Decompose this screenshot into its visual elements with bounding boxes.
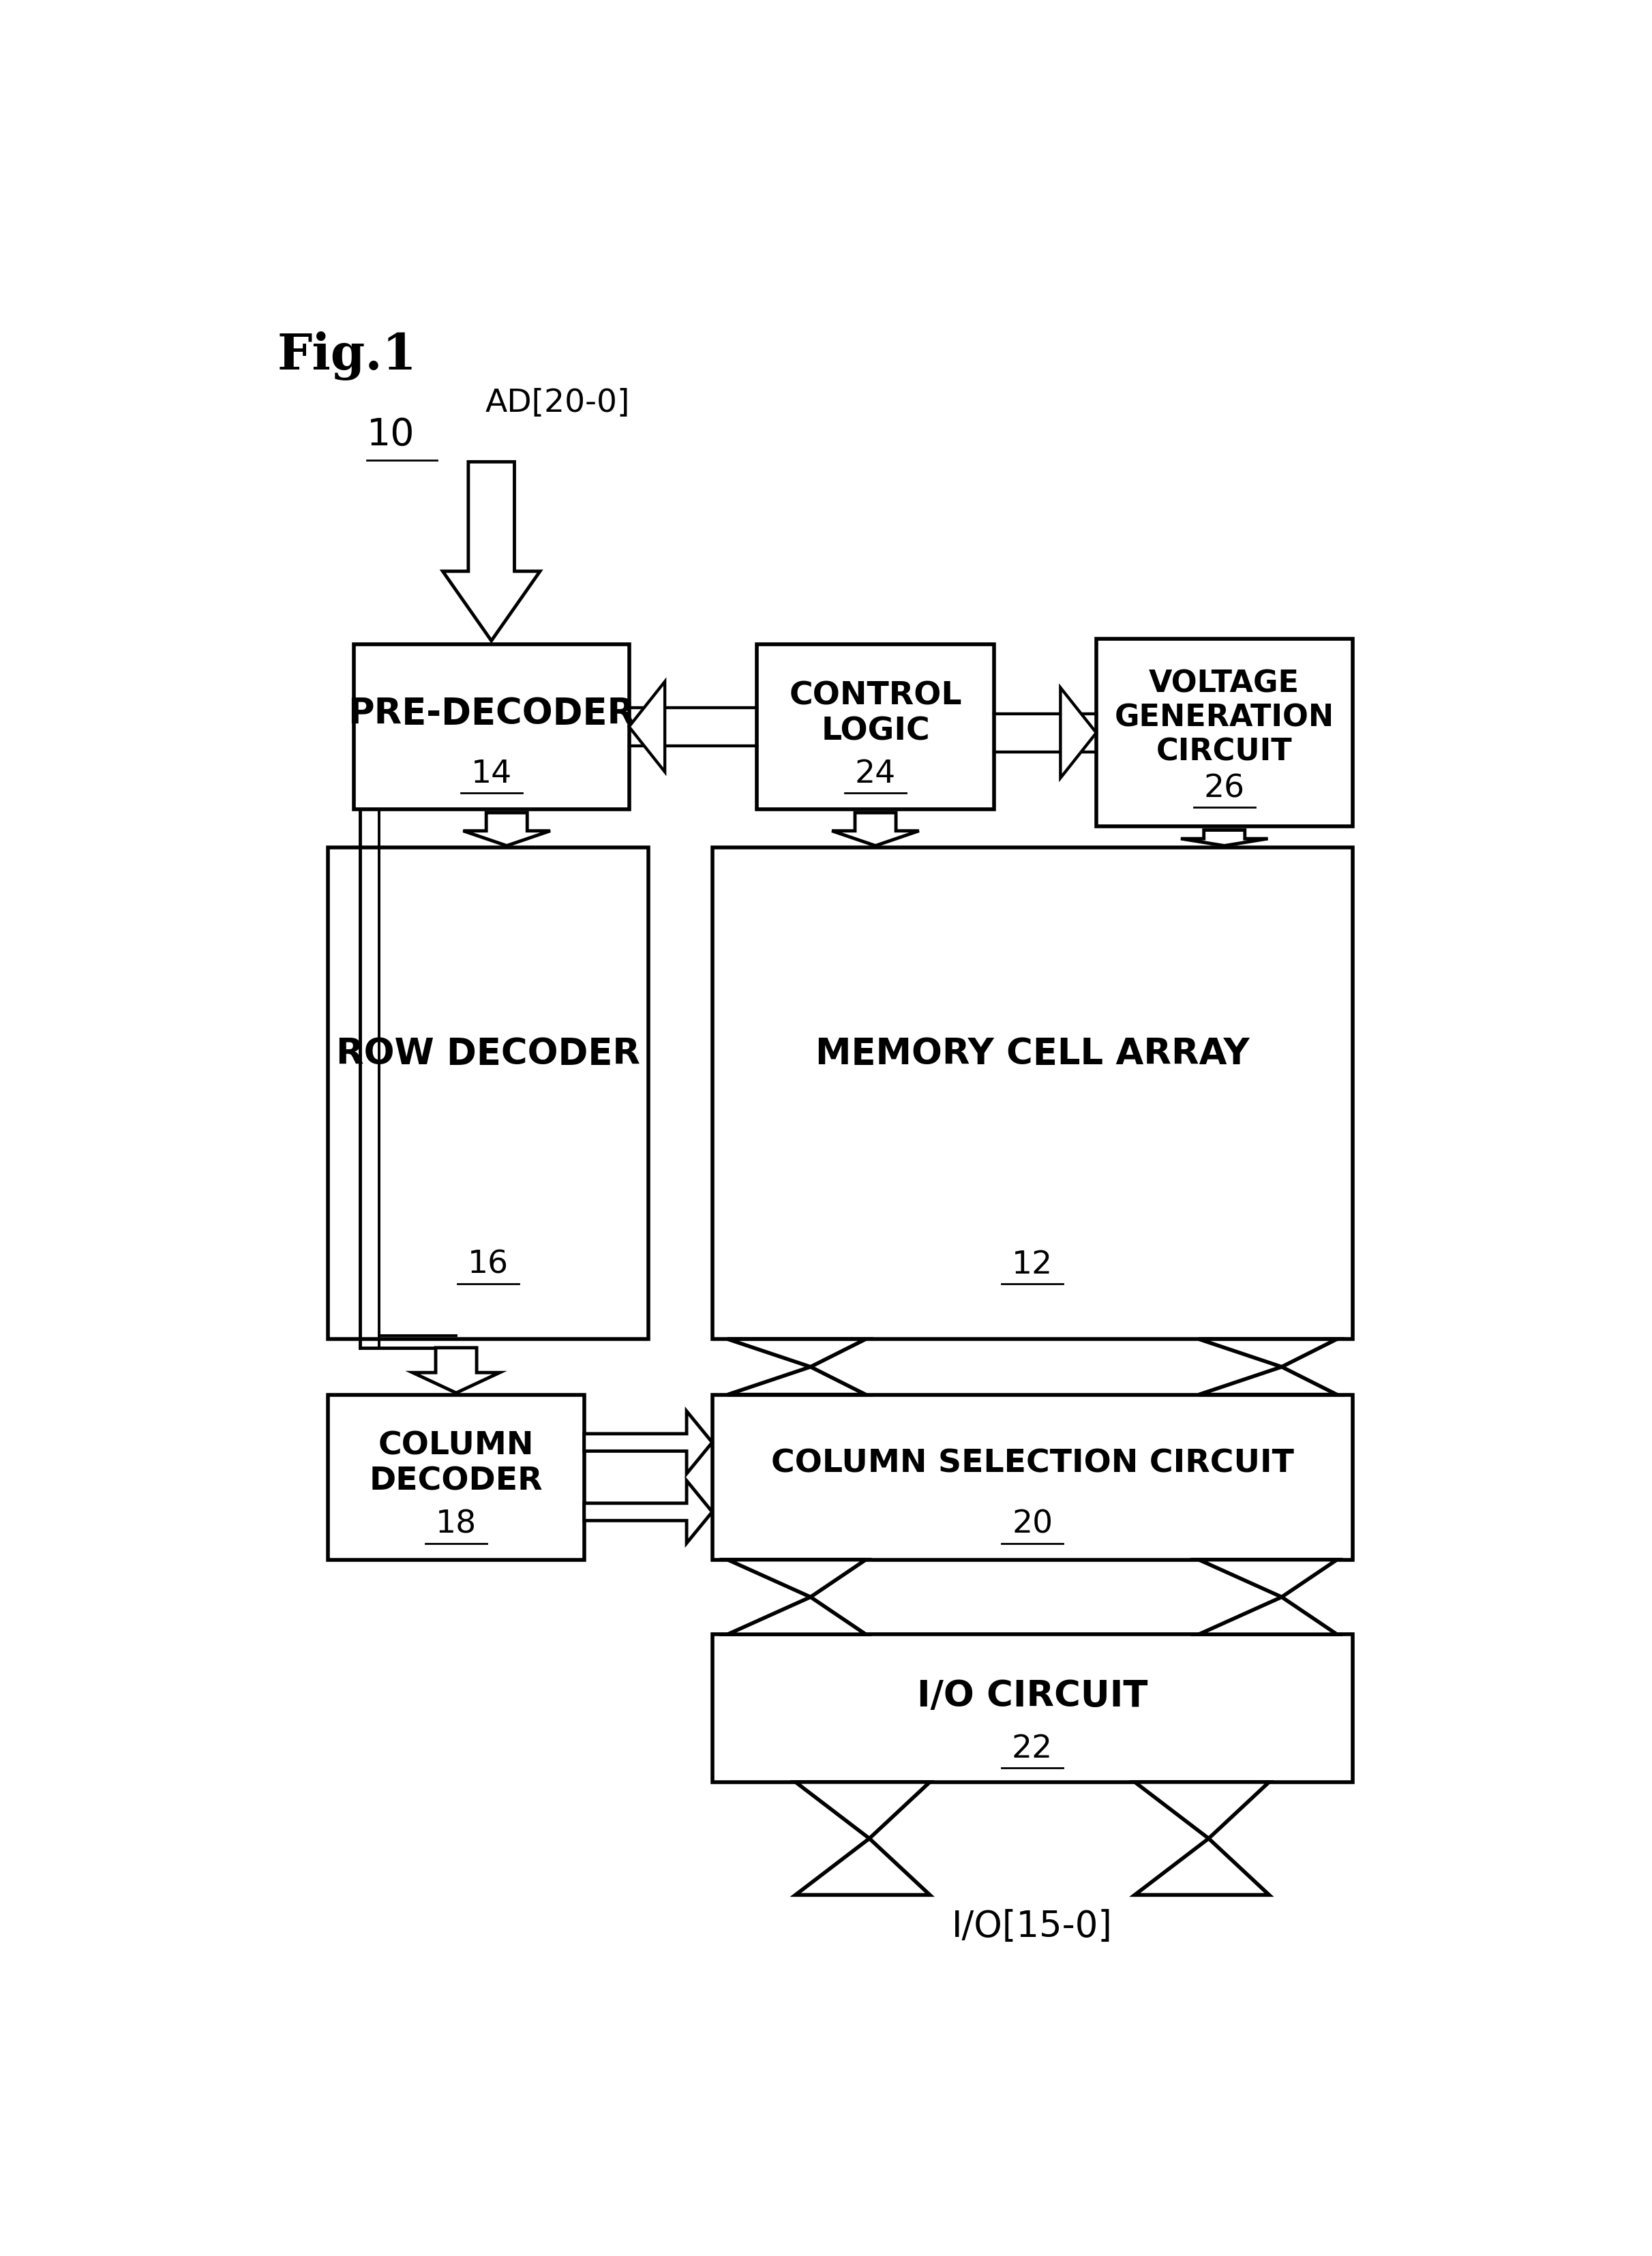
Polygon shape [354,645,629,810]
Polygon shape [727,1340,866,1367]
Polygon shape [1135,1782,1269,1839]
Text: ROW DECODER: ROW DECODER [335,1036,641,1072]
Text: VOLTAGE
GENERATION
CIRCUIT: VOLTAGE GENERATION CIRCUIT [1115,670,1335,767]
Text: 16: 16 [468,1250,509,1279]
Polygon shape [1199,1559,1336,1597]
Polygon shape [329,848,648,1340]
Text: 18: 18 [436,1509,477,1541]
Polygon shape [1135,1839,1269,1895]
Text: AD[20-0]: AD[20-0] [486,388,629,417]
Polygon shape [1199,1367,1336,1394]
Text: 26: 26 [1204,774,1246,803]
Text: 14: 14 [471,758,512,790]
Polygon shape [629,681,664,772]
Polygon shape [796,1782,930,1839]
Polygon shape [757,645,995,810]
Polygon shape [329,1394,585,1559]
Polygon shape [1061,688,1097,778]
Polygon shape [463,812,550,846]
Polygon shape [585,1480,712,1543]
Text: Fig.1: Fig.1 [278,332,416,381]
Polygon shape [712,1394,1353,1559]
Polygon shape [413,1347,499,1392]
Polygon shape [1097,638,1353,826]
Polygon shape [1199,1597,1336,1633]
Polygon shape [796,1839,930,1895]
Text: 22: 22 [1011,1733,1052,1764]
Polygon shape [1199,1340,1336,1367]
Text: COLUMN
DECODER: COLUMN DECODER [370,1430,544,1498]
Text: PRE-DECODER: PRE-DECODER [349,695,634,731]
Polygon shape [727,1367,866,1394]
Polygon shape [712,1633,1353,1782]
Text: 20: 20 [1011,1509,1052,1541]
Text: I/O[15-0]: I/O[15-0] [952,1909,1113,1945]
Text: COLUMN SELECTION CIRCUIT: COLUMN SELECTION CIRCUIT [771,1448,1294,1480]
Text: MEMORY CELL ARRAY: MEMORY CELL ARRAY [816,1036,1249,1072]
Text: 12: 12 [1011,1250,1052,1279]
Text: 24: 24 [856,758,895,790]
Text: CONTROL
LOGIC: CONTROL LOGIC [790,681,961,747]
Polygon shape [727,1559,866,1597]
Polygon shape [1181,830,1267,846]
Polygon shape [833,812,919,846]
Text: I/O CIRCUIT: I/O CIRCUIT [917,1678,1148,1715]
Polygon shape [585,1412,712,1473]
Polygon shape [727,1597,866,1633]
Polygon shape [712,848,1353,1340]
Text: 10: 10 [367,417,415,453]
Polygon shape [443,462,540,641]
